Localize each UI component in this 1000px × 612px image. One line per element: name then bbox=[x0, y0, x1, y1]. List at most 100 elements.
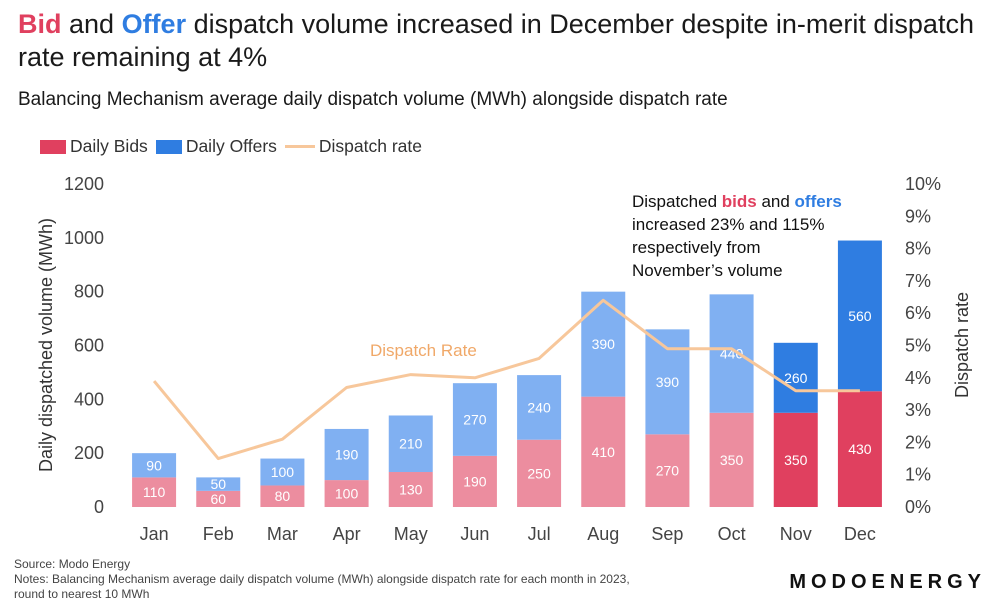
bar-label-bids: 350 bbox=[784, 452, 808, 468]
notes-line-2: round to nearest 10 MWh bbox=[14, 587, 150, 601]
y-axis-right-label: Dispatch rate bbox=[952, 292, 972, 398]
bar-label-offers: 210 bbox=[399, 436, 423, 452]
bar-offers bbox=[709, 294, 754, 413]
bar-label-bids: 410 bbox=[592, 444, 616, 460]
bar-bids bbox=[132, 477, 177, 507]
bar-offers bbox=[837, 240, 882, 392]
x-axis: Jan Feb Mar Apr May Jun Jul Aug Sep Oct Nov Dec bbox=[140, 524, 876, 544]
legend-label-bids: Daily Bids bbox=[70, 136, 148, 156]
bar-bids bbox=[837, 391, 882, 507]
bar-offers bbox=[452, 383, 497, 456]
title-bid-word: Bid bbox=[18, 9, 62, 39]
bar-bids bbox=[452, 455, 497, 507]
bar-label-bids: 80 bbox=[275, 488, 291, 504]
bar-label-bids: 190 bbox=[463, 473, 487, 489]
bar-offers bbox=[388, 415, 433, 473]
y-tick-right: 6% bbox=[905, 303, 931, 323]
y-tick-left: 200 bbox=[74, 443, 104, 463]
x-tick-label: Jan bbox=[140, 524, 169, 544]
bar-label-bids: 100 bbox=[335, 486, 359, 502]
bar-bids bbox=[773, 412, 818, 507]
x-tick-label: Dec bbox=[844, 524, 876, 544]
dispatch-rate-line-label: Dispatch Rate bbox=[370, 341, 477, 360]
y-tick-right: 9% bbox=[905, 206, 931, 226]
bar-bids bbox=[645, 434, 690, 507]
y-tick-left: 600 bbox=[74, 336, 104, 356]
x-tick-label: Oct bbox=[718, 524, 746, 544]
y-tick-right: 0% bbox=[905, 497, 931, 517]
notes-line-1: Notes: Balancing Mechanism average daily… bbox=[14, 572, 630, 586]
legend-swatch-bids bbox=[40, 139, 66, 154]
chart-subtitle: Balancing Mechanism average daily dispat… bbox=[18, 89, 728, 110]
annotation-text: Dispatched bids and offers increased 23%… bbox=[632, 190, 842, 282]
bar-label-offers: 390 bbox=[592, 336, 616, 352]
y-tick-right: 10% bbox=[905, 174, 941, 194]
bar-offers bbox=[196, 477, 241, 491]
bar-bids bbox=[517, 439, 562, 507]
y-tick-right: 5% bbox=[905, 336, 931, 356]
bar-offers bbox=[324, 428, 369, 481]
bar-bids bbox=[709, 412, 754, 507]
legend-swatch-rate bbox=[284, 145, 315, 148]
bar-label-bids: 350 bbox=[720, 452, 744, 468]
y-tick-left: 1200 bbox=[64, 174, 104, 194]
y-tick-right: 8% bbox=[905, 239, 931, 259]
x-tick-label: Apr bbox=[333, 524, 361, 544]
annotation-offers: offers bbox=[794, 192, 842, 211]
legend-label-offers: Daily Offers bbox=[185, 136, 277, 156]
bar-label-offers: 90 bbox=[146, 457, 162, 473]
legend-label-rate: Dispatch rate bbox=[318, 136, 423, 156]
rate-line-group bbox=[152, 298, 860, 461]
x-tick-label: Nov bbox=[780, 524, 812, 544]
bar-label-offers: 390 bbox=[656, 374, 680, 390]
y-tick-left: 0 bbox=[94, 497, 104, 517]
bar-label-bids: 110 bbox=[143, 484, 166, 500]
bar-label-bids: 130 bbox=[399, 482, 423, 498]
annotation-part-2: and bbox=[756, 192, 795, 211]
legend-swatch-offers bbox=[155, 139, 182, 154]
y-axis-left-label: Daily dispatched volume (MWh) bbox=[36, 218, 56, 472]
bar-label-bids: 250 bbox=[527, 465, 551, 481]
bar-label-offers: 260 bbox=[784, 370, 808, 386]
title-and-word: and bbox=[61, 9, 122, 39]
legend-item-bids: Daily Bids bbox=[40, 136, 148, 157]
x-tick-label: Mar bbox=[267, 524, 298, 544]
bar-bids bbox=[388, 472, 433, 507]
bar-bids bbox=[324, 480, 369, 507]
title-rest: dispatch volume increased in December de… bbox=[18, 9, 974, 72]
annotation-part-3: increased 23% and 115% respectively from… bbox=[632, 215, 825, 280]
bar-offers bbox=[517, 375, 562, 440]
x-tick-label: Jun bbox=[460, 524, 489, 544]
y-tick-right: 1% bbox=[905, 465, 931, 485]
y-tick-right: 3% bbox=[905, 400, 931, 420]
source-text: Source: Modo Energy bbox=[14, 557, 131, 571]
bar-offers bbox=[581, 291, 626, 397]
x-tick-label: Jul bbox=[528, 524, 551, 544]
dispatch-rate-line bbox=[152, 298, 860, 461]
bar-offers bbox=[773, 342, 818, 413]
x-tick-label: Feb bbox=[203, 524, 234, 544]
legend: Daily Bids Daily Offers Dispatch rate bbox=[40, 136, 430, 157]
bar-label-offers: 190 bbox=[335, 447, 359, 463]
y-tick-right: 4% bbox=[905, 368, 931, 388]
bar-label-offers: 50 bbox=[210, 476, 226, 492]
y-tick-right: 2% bbox=[905, 432, 931, 452]
x-tick-label: Sep bbox=[651, 524, 683, 544]
y-axis-right: 0% 1% 2% 3% 4% 5% 6% 7% 8% 9% 10% bbox=[905, 174, 941, 517]
bar-bids bbox=[581, 396, 626, 507]
y-tick-left: 400 bbox=[74, 389, 104, 409]
annotation-part-1: Dispatched bbox=[632, 192, 722, 211]
brand-logo: MODOENERGY bbox=[789, 571, 986, 593]
bar-offers bbox=[260, 458, 305, 486]
bar-label-offers: 560 bbox=[848, 308, 872, 324]
bar-bids bbox=[260, 485, 305, 507]
y-tick-left: 800 bbox=[74, 282, 104, 302]
chart-title: Bid and Offer dispatch volume increased … bbox=[18, 8, 988, 74]
y-tick-right: 7% bbox=[905, 271, 931, 291]
y-tick-left: 1000 bbox=[64, 228, 104, 248]
annotation-bids: bids bbox=[721, 192, 757, 211]
x-tick-label: Aug bbox=[587, 524, 619, 544]
bar-label-offers: 240 bbox=[527, 399, 551, 415]
